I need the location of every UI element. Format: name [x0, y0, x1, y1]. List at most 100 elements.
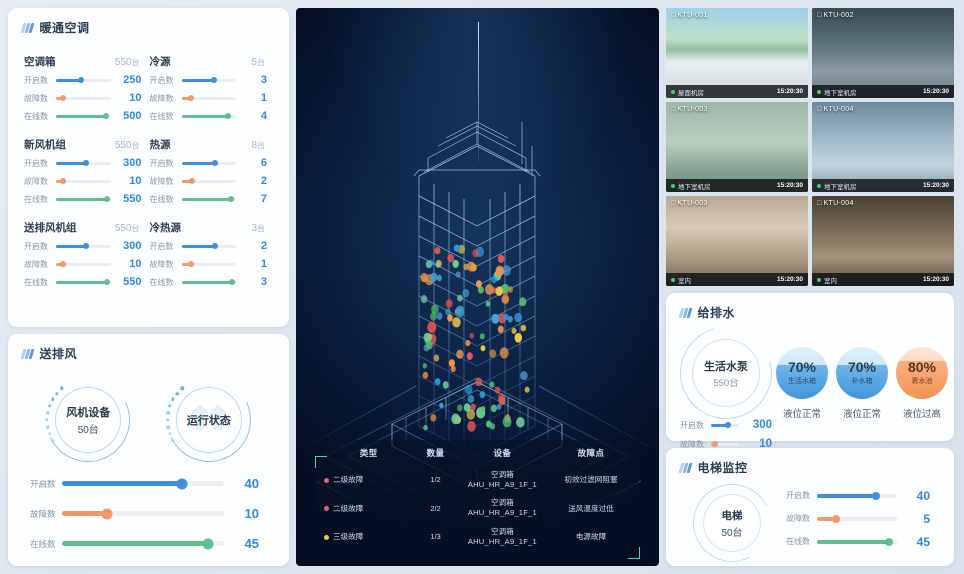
hvac-slider-online[interactable]: 在线数 4 [150, 110, 276, 122]
slider-label: 开启数 [30, 478, 56, 489]
hvac-panel-header: 暖通空调 [8, 8, 289, 40]
hvac-slider-online[interactable]: 在线数 7 [150, 193, 276, 205]
slider-knob[interactable] [188, 261, 195, 267]
slider-track[interactable] [62, 538, 224, 549]
slider-track[interactable] [56, 160, 111, 166]
slider-value: 40 [916, 488, 930, 503]
fan-slider-on[interactable]: 开启数 40 [30, 476, 267, 491]
elevator-slider-online[interactable]: 在线数 45 [786, 535, 938, 549]
camera-tile[interactable]: KTU-004 室内 15:20:30 [812, 196, 954, 286]
hvac-slider-on[interactable]: 开启数 250 [24, 74, 150, 86]
slider-knob[interactable] [212, 243, 219, 249]
slider-knob[interactable] [176, 478, 188, 489]
slider-knob[interactable] [227, 196, 234, 202]
hvac-slider-online[interactable]: 在线数 550 [24, 193, 150, 205]
hvac-slider-on[interactable]: 开启数 300 [24, 240, 150, 252]
camera-tile[interactable]: KTU-003 地下室机房 15:20:30 [666, 102, 808, 192]
hvac-slider-fault[interactable]: 故障数 10 [24, 258, 150, 270]
slider-track[interactable] [56, 279, 111, 285]
slider-knob[interactable] [832, 514, 841, 523]
slider-knob[interactable] [104, 279, 111, 285]
slider-knob[interactable] [103, 113, 110, 119]
hvac-slider-fault[interactable]: 故障数 1 [150, 258, 276, 270]
elevator-slider-on[interactable]: 开启数 40 [786, 489, 938, 503]
slider-track[interactable] [181, 160, 236, 166]
hvac-slider-fault[interactable]: 故障数 10 [24, 92, 150, 104]
slider-knob[interactable] [189, 178, 196, 184]
slider-knob[interactable] [228, 279, 235, 285]
slider-knob[interactable] [82, 243, 89, 249]
building-3d-viewport[interactable]: 类型 数量 设备 故障点 二级故障 1/2 空调箱 AHU_HR_A9_1F_1 初效过… [296, 8, 659, 566]
slider-knob[interactable] [59, 261, 66, 267]
hvac-slider-fault[interactable]: 故障数 1 [150, 92, 276, 104]
slider-label: 故障数 [24, 259, 48, 269]
slider-knob[interactable] [59, 178, 66, 184]
water-slider-fault[interactable]: 故障数 10 [680, 438, 772, 450]
slider-track[interactable] [181, 113, 236, 119]
hvac-slider-on[interactable]: 开启数 2 [150, 240, 276, 252]
slider-track[interactable] [62, 508, 224, 519]
slider-label: 开启数 [786, 491, 810, 500]
slider-track[interactable] [56, 243, 111, 249]
slider-knob[interactable] [188, 95, 195, 101]
water-pump-value: 550台 [713, 377, 739, 389]
slider-knob[interactable] [82, 160, 89, 166]
camera-tile[interactable]: KTU-001 屋面机房 15:20:30 [666, 8, 808, 98]
hvac-slider-on[interactable]: 开启数 6 [150, 157, 276, 169]
alarm-row[interactable]: 三级故障 1/3 空调箱 AHU_HR_A9_1F_1 电源故障 [322, 523, 633, 552]
slider-knob[interactable] [211, 77, 218, 83]
slider-knob[interactable] [59, 95, 66, 101]
slider-track[interactable] [181, 95, 236, 101]
camera-tile[interactable]: KTU-004 地下室机房 15:20:30 [812, 102, 954, 192]
hvac-slider-online[interactable]: 在线数 500 [24, 110, 150, 122]
slider-track[interactable] [817, 514, 897, 523]
slider-track[interactable] [711, 422, 739, 428]
alarm-row[interactable]: 二级故障 1/2 空调箱 AHU_HR_A9_1F_1 初效过滤网阻塞 [322, 466, 633, 495]
slider-knob[interactable] [711, 441, 718, 447]
slider-knob[interactable] [202, 538, 214, 549]
slider-track[interactable] [56, 196, 111, 202]
slider-knob[interactable] [885, 537, 893, 546]
slider-knob[interactable] [104, 196, 111, 202]
slider-track[interactable] [62, 478, 224, 489]
hvac-slider-online[interactable]: 在线数 550 [24, 276, 150, 288]
slider-track[interactable] [181, 196, 236, 202]
water-pump-gauge: 生活水泵 550台 [663, 310, 789, 436]
hvac-slider-on[interactable]: 开启数 300 [24, 157, 150, 169]
slider-value: 10 [129, 175, 142, 187]
slider-knob[interactable] [225, 113, 232, 119]
hvac-slider-fault[interactable]: 故障数 10 [24, 175, 150, 187]
slider-track[interactable] [56, 261, 111, 267]
slider-track[interactable] [181, 178, 236, 184]
slider-track[interactable] [56, 77, 111, 83]
slider-track[interactable] [817, 491, 897, 500]
slider-track[interactable] [56, 95, 111, 101]
slider-track[interactable] [181, 261, 236, 267]
slider-knob[interactable] [101, 508, 113, 519]
fan-panel-title: 送排风 [39, 347, 78, 361]
water-slider-on[interactable]: 开启数 300 [680, 419, 772, 431]
elevator-slider-fault[interactable]: 故障数 5 [786, 512, 938, 526]
slider-track[interactable] [817, 537, 897, 546]
fan-slider-online[interactable]: 在线数 45 [30, 536, 267, 551]
slider-fill [56, 96, 63, 100]
slider-knob[interactable] [212, 160, 219, 166]
hvac-slider-on[interactable]: 开启数 3 [150, 74, 276, 86]
slider-track[interactable] [181, 77, 236, 83]
slider-knob[interactable] [725, 422, 732, 428]
slider-track[interactable] [181, 243, 236, 249]
tank-percent: 70% [787, 359, 817, 375]
hvac-slider-online[interactable]: 在线数 3 [150, 276, 276, 288]
alarm-row[interactable]: 二级故障 2/2 空调箱 AHU_HR_A9_1F_1 送风温度过低 [322, 494, 633, 523]
slider-track[interactable] [56, 178, 111, 184]
slider-knob[interactable] [872, 491, 881, 500]
camera-tile[interactable]: KTU-002 地下室机房 15:20:30 [812, 8, 954, 98]
slider-knob[interactable] [77, 77, 84, 83]
slider-track[interactable] [56, 113, 111, 119]
camera-tile[interactable]: KTU-003 室内 15:20:30 [666, 196, 808, 286]
hvac-slider-fault[interactable]: 故障数 2 [150, 175, 276, 187]
fan-slider-fault[interactable]: 故障数 10 [30, 506, 267, 521]
slider-track[interactable] [711, 441, 739, 447]
slider-track[interactable] [181, 279, 236, 285]
